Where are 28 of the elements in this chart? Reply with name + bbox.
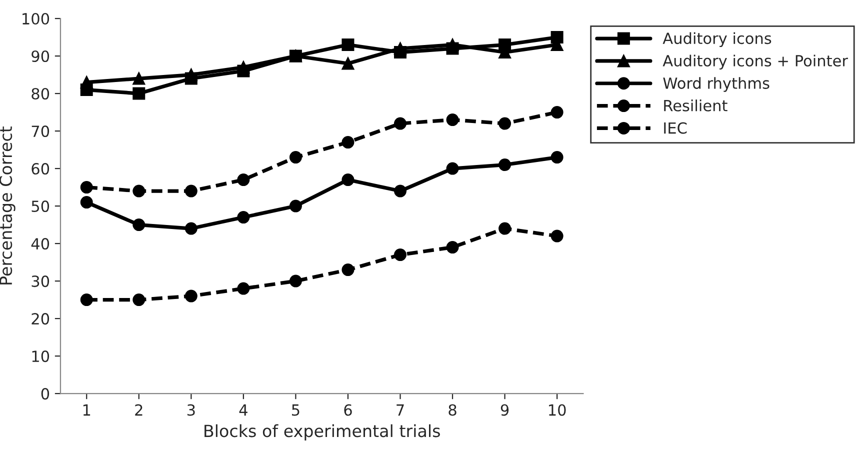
y-tick-label: 30 — [32, 276, 50, 288]
x-tick-label: 7 — [396, 404, 404, 416]
x-tick-label: 9 — [500, 404, 509, 416]
x-tick-label: 10 — [549, 404, 566, 416]
x-tick-label: 1 — [83, 404, 90, 416]
x-tick-label: 6 — [344, 404, 352, 416]
legend-label: IEC — [664, 122, 687, 134]
legend-label: Word rhythms — [663, 77, 770, 92]
x-tick-label: 3 — [187, 404, 195, 416]
x-tick-label: 8 — [448, 404, 456, 416]
y-tick-label: 90 — [32, 50, 50, 62]
y-tick-label: 50 — [32, 200, 50, 212]
y-tick-label: 70 — [32, 125, 50, 138]
x-tick-label: 2 — [135, 404, 142, 416]
legend-label: Auditory icons — [662, 32, 772, 48]
legend-label: Auditory icons + Pointer — [662, 54, 848, 70]
y-tick-label: 0 — [41, 388, 50, 400]
y-tick-label: 10 — [32, 350, 50, 362]
y-tick-label: 60 — [32, 162, 50, 175]
y-tick-label: 20 — [32, 313, 50, 325]
legend-label: Resilient — [664, 100, 728, 112]
x-tick-label: 5 — [292, 404, 300, 416]
x-axis-title: Blocks of experimental trials — [204, 424, 440, 440]
y-tick-label: 80 — [32, 88, 50, 100]
x-tick-label: 4 — [239, 404, 248, 416]
y-axis-title: Percentage Correct — [0, 126, 16, 284]
y-tick-label: 100 — [22, 12, 50, 25]
y-tick-label: 40 — [31, 238, 50, 250]
